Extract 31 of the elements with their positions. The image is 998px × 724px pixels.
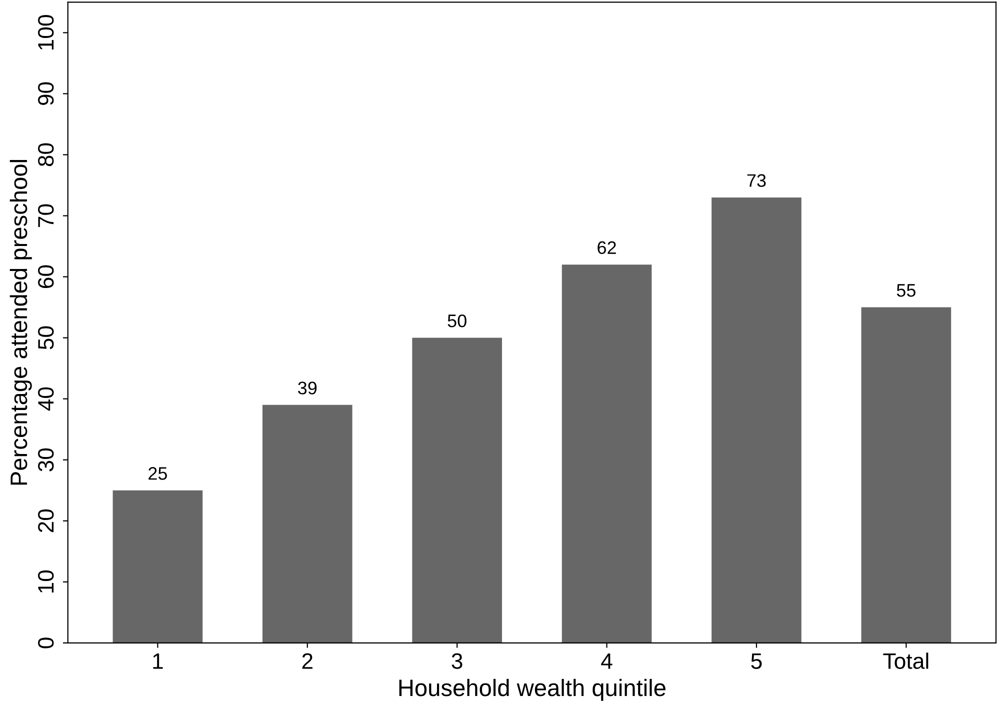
bar <box>112 490 203 643</box>
x-tick-label: 1 <box>153 653 163 669</box>
bar <box>712 197 802 643</box>
bar <box>861 307 952 643</box>
x-tick-label: 5 <box>751 653 762 669</box>
data-label: 55 <box>896 284 916 297</box>
bar <box>262 404 352 643</box>
data-label: 73 <box>747 174 766 187</box>
y-tick-label: 80 <box>38 143 54 166</box>
y-tick-label: 50 <box>38 326 54 350</box>
y-axis-title: Percentage attended preschool <box>10 160 32 485</box>
data-label: 62 <box>598 241 616 254</box>
y-tick-label: 60 <box>38 265 54 288</box>
x-tick-label: 3 <box>452 653 462 669</box>
y-tick-label: 100 <box>38 15 54 50</box>
y-tick-label: 40 <box>38 387 54 411</box>
y-tick-label: 10 <box>38 570 54 593</box>
data-label: 25 <box>148 467 167 480</box>
y-tick-label: 30 <box>38 448 54 472</box>
bar <box>562 264 652 643</box>
y-tick-label: 20 <box>38 509 54 532</box>
x-tick-label: Total <box>883 652 928 669</box>
y-tick-label: 0 <box>38 638 54 648</box>
x-tick-label: 2 <box>302 653 312 669</box>
data-label: 50 <box>448 314 466 328</box>
bar <box>412 338 502 643</box>
y-tick-label: 90 <box>38 82 54 106</box>
x-tick-label: 4 <box>601 653 612 669</box>
data-label: 39 <box>298 382 317 394</box>
y-tick-label: 70 <box>38 204 54 227</box>
x-axis-title: Household wealth quintile <box>399 678 666 701</box>
